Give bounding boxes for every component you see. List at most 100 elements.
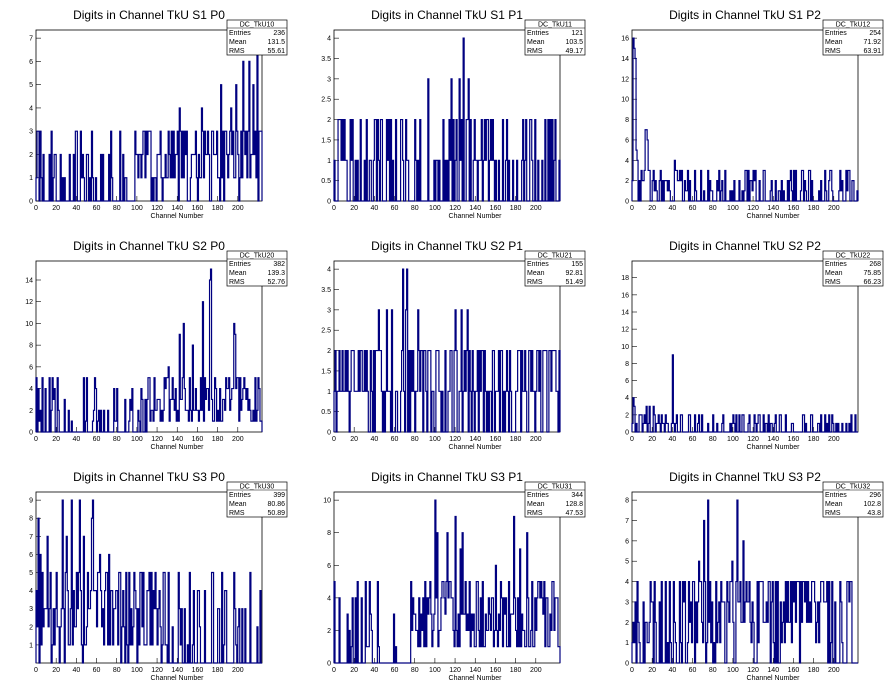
x-tick-label: 180	[510, 667, 522, 674]
x-tick-label: 180	[212, 667, 224, 674]
x-tick-label: 40	[72, 205, 80, 212]
x-tick-label: 160	[192, 436, 204, 443]
y-tick-label: 2	[327, 348, 331, 355]
stats-value: 236	[273, 30, 285, 37]
x-axis-label: Channel Number	[449, 444, 503, 451]
stats-key: Entries	[825, 30, 847, 37]
stats-name: DC_TkU20	[240, 253, 275, 260]
x-tick-label: 0	[332, 436, 336, 443]
y-tick-label: 1	[625, 640, 629, 647]
stats-value: 80.86	[267, 501, 285, 508]
stats-value: 102.8	[863, 501, 881, 508]
stats-key: Mean	[527, 39, 545, 46]
stats-name: DC_TkU32	[836, 484, 871, 491]
y-tick-label: 5	[625, 559, 629, 566]
y-tick-label: 8	[29, 343, 33, 350]
y-tick-label: 14	[621, 310, 629, 317]
y-tick-label: 10	[621, 344, 629, 351]
x-tick-label: 0	[332, 667, 336, 674]
y-tick-label: 0	[625, 430, 629, 437]
stats-box	[822, 250, 884, 287]
x-tick-label: 40	[370, 436, 378, 443]
x-tick-label: 40	[668, 205, 676, 212]
x-tick-label: 100	[131, 205, 143, 212]
stats-key: Entries	[825, 492, 847, 499]
stats-box	[822, 481, 884, 518]
stats-value: 254	[869, 30, 881, 37]
y-tick-label: 12	[621, 327, 629, 334]
plot-frame	[631, 260, 859, 433]
y-tick-label: 5	[29, 570, 33, 577]
stats-key: Mean	[825, 39, 843, 46]
y-tick-label: 4	[327, 36, 331, 43]
histogram-line	[35, 37, 263, 202]
chart-title: Digits in Channel TkU S3 P2	[669, 470, 821, 484]
x-tick-label: 0	[34, 205, 38, 212]
stats-value: 55.61	[267, 48, 285, 55]
y-tick-label: 10	[323, 498, 331, 505]
x-axis-label: Channel Number	[151, 213, 205, 220]
x-tick-label: 180	[808, 667, 820, 674]
x-tick-label: 20	[350, 436, 358, 443]
x-tick-label: 200	[232, 205, 244, 212]
histogram-panel-1: Digits in Channel TkU S1 P00 20 40 60 80 100 1…	[29, 8, 288, 220]
stats-key: Mean	[229, 501, 247, 508]
y-tick-label: 14	[621, 56, 629, 63]
x-tick-label: 200	[530, 205, 542, 212]
x-tick-label: 0	[332, 205, 336, 212]
stats-value: 131.5	[267, 39, 285, 46]
x-axis-label: Channel Number	[449, 675, 503, 682]
y-tick-label: 0	[327, 430, 331, 437]
y-tick-label: 12	[621, 76, 629, 83]
histogram-panel-9: Digits in Channel TkU S3 P20 20 40 60 80 100 1…	[625, 470, 884, 682]
chart-title: Digits in Channel TkU S1 P1	[371, 8, 523, 22]
plot-frame	[631, 491, 859, 664]
stats-value: 92.81	[565, 270, 583, 277]
stats-key: Mean	[527, 270, 545, 277]
x-tick-label: 80	[709, 436, 717, 443]
stats-key: RMS	[229, 510, 245, 517]
x-axis-label: Channel Number	[151, 675, 205, 682]
x-tick-label: 100	[727, 436, 739, 443]
x-tick-label: 20	[350, 205, 358, 212]
y-tick-label: 2	[29, 624, 33, 631]
stats-key: RMS	[825, 48, 841, 55]
x-tick-label: 120	[747, 436, 759, 443]
x-tick-label: 100	[429, 436, 441, 443]
x-tick-label: 60	[689, 667, 697, 674]
y-tick-label: 2	[327, 117, 331, 124]
x-tick-label: 0	[630, 436, 634, 443]
histogram-line	[631, 354, 858, 433]
x-tick-label: 140	[171, 667, 183, 674]
x-tick-label: 60	[93, 205, 101, 212]
x-tick-label: 80	[411, 205, 419, 212]
stats-value: 43.8	[867, 510, 881, 517]
stats-value: 139.3	[267, 270, 285, 277]
y-tick-label: 7	[29, 534, 33, 541]
x-tick-label: 160	[788, 667, 800, 674]
x-tick-label: 140	[171, 436, 183, 443]
y-tick-label: 9	[29, 498, 33, 505]
stats-value: 296	[869, 492, 881, 499]
stats-key: RMS	[229, 48, 245, 55]
plot-frame	[333, 491, 561, 664]
y-tick-label: 1.5	[321, 368, 331, 375]
x-tick-label: 160	[788, 436, 800, 443]
y-tick-label: 4	[625, 579, 629, 586]
x-tick-label: 120	[151, 667, 163, 674]
y-tick-label: 8	[625, 498, 629, 505]
y-tick-label: 2	[29, 152, 33, 159]
x-tick-label: 40	[370, 205, 378, 212]
histogram-panel-5: Digits in Channel TkU S2 P10 20 40 60 80 100 1…	[321, 239, 586, 451]
stats-box	[226, 481, 288, 518]
chart-title: Digits in Channel TkU S1 P2	[669, 8, 821, 22]
x-tick-label: 20	[648, 205, 656, 212]
x-tick-label: 40	[72, 667, 80, 674]
stats-box	[524, 19, 586, 56]
stats-key: RMS	[825, 279, 841, 286]
chart-title: Digits in Channel TkU S3 P1	[371, 470, 523, 484]
stats-key: Entries	[527, 492, 549, 499]
histogram-panel-2: Digits in Channel TkU S1 P10 20 40 60 80 100 1…	[321, 8, 586, 220]
x-tick-label: 160	[490, 436, 502, 443]
y-tick-label: 1.5	[321, 137, 331, 144]
